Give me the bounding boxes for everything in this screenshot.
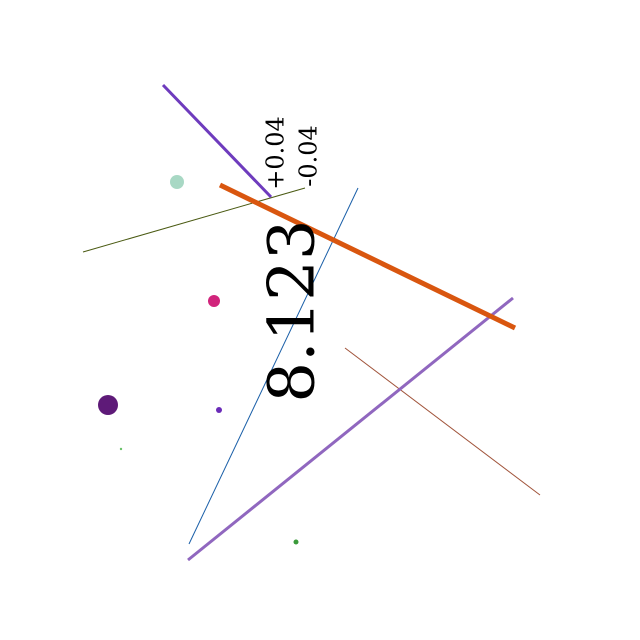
- magenta-dot: [208, 295, 220, 307]
- measurement-value: 8.123: [256, 219, 330, 402]
- upper-tolerance: +0.04: [262, 116, 290, 190]
- green-dot: [293, 539, 299, 545]
- brown-thin-line: [344, 347, 541, 496]
- violet-line: [187, 296, 514, 562]
- blue-thin-line: [188, 187, 359, 545]
- violet-dot: [216, 407, 222, 413]
- orange-line: [218, 182, 517, 331]
- purple-line: [161, 83, 273, 199]
- olive-thin-line: [82, 187, 306, 253]
- deep-purple-dot: [98, 395, 118, 415]
- green-small-dot: [119, 447, 123, 451]
- lower-tolerance: -0.04: [295, 125, 323, 187]
- mint-dot: [170, 175, 184, 189]
